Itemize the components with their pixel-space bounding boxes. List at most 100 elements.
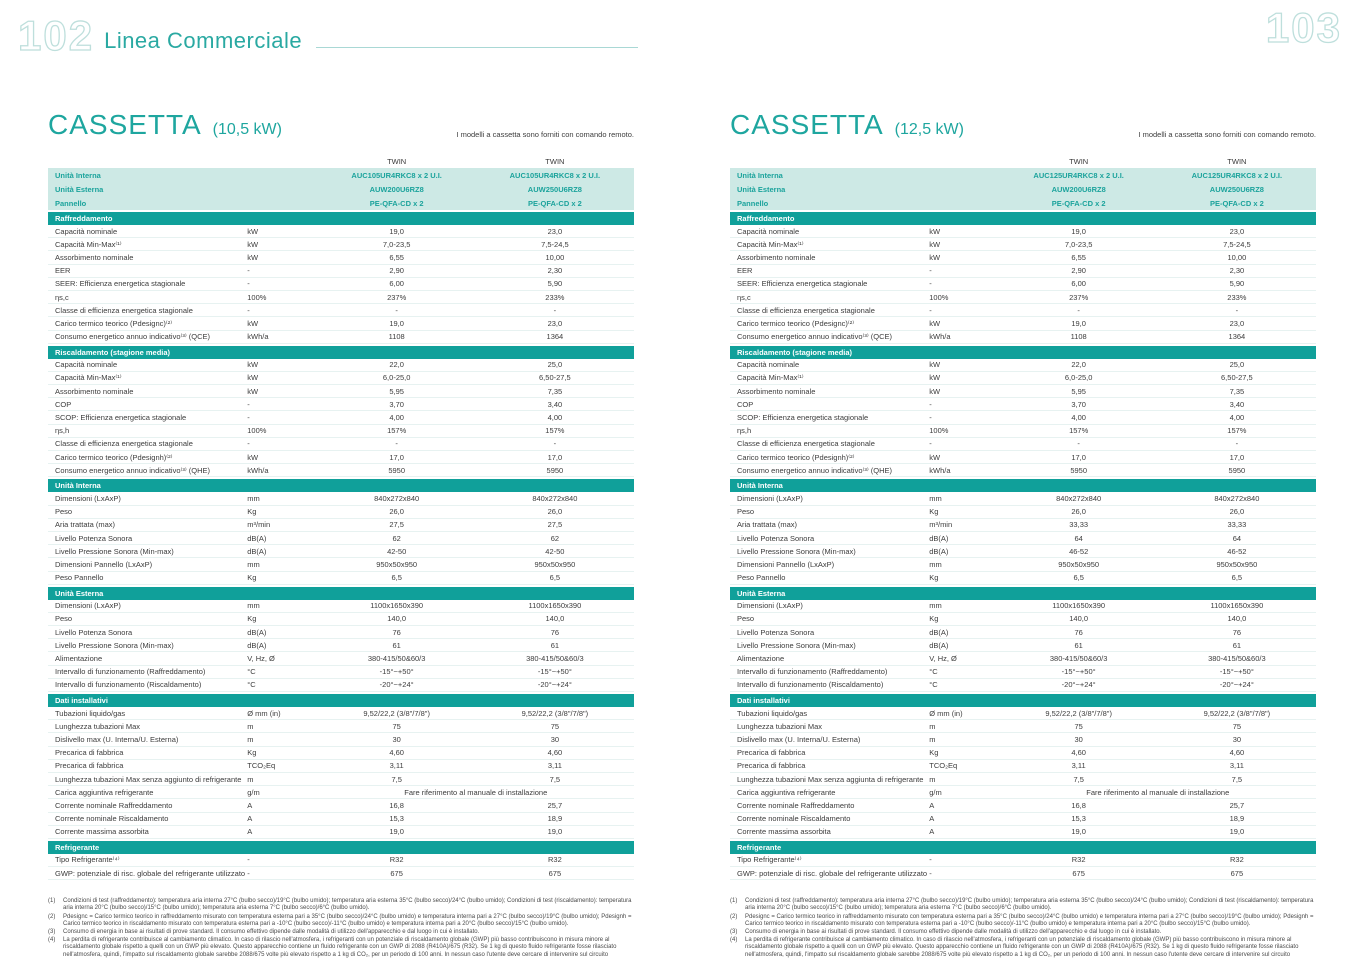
spec-row: Alimentazione V, Hz, Ø 380-415/50&60/3 380-…: [48, 652, 634, 666]
spec-row: Lunghezza tubazioni Max m 75 75: [48, 720, 634, 734]
spec-value: 46-52: [1227, 546, 1247, 556]
spec-value: 75: [392, 721, 401, 731]
spec-label: EER: [737, 266, 753, 276]
spec-unit: -: [247, 868, 250, 878]
spec-value: 157%: [387, 426, 407, 436]
spec-value: 3,11: [547, 761, 562, 771]
footnote: (4) La perdita di refrigerante contribuis…: [730, 937, 1316, 959]
spec-row: Precarica di fabbrica TCO₂Eq 3,11 3,11: [48, 760, 634, 773]
spec-unit: -: [247, 266, 250, 276]
spec-value: -15°~+50°: [1061, 667, 1096, 677]
spec-value: 2,90: [1071, 266, 1086, 276]
spec-unit: -: [929, 279, 932, 289]
spec-value: R32: [389, 855, 404, 865]
spec-value: 75: [1074, 721, 1083, 731]
spec-row: Capacità nominale kW 19,0 23,0: [730, 225, 1316, 239]
spec-value: 62: [550, 533, 560, 543]
spec-label: Livello Pressione Sonora (Min-max): [55, 640, 174, 650]
spec-row: ηs,c 100% 237% 233%: [48, 291, 634, 305]
spec-unit: 100%: [929, 426, 949, 436]
spec-label: Lunghezza tubazioni Max senza aggiunto d…: [55, 774, 242, 784]
model-value: AUW250U6RZ8: [1209, 184, 1264, 194]
spec-label: Corrente massima assorbita: [55, 827, 149, 837]
spec-label: Dimensioni (LxAxP): [55, 601, 121, 611]
spec-value: 3,11: [1071, 761, 1086, 771]
spec-unit: Kg: [929, 614, 939, 624]
spec-value: 5950: [1228, 465, 1246, 475]
spec-unit: -: [247, 413, 250, 423]
spec-row: Consumo energetico annuo indicativo⁽³⁾ (…: [730, 331, 1316, 344]
footnote: (1) Condizioni di test (raffreddamento): …: [48, 898, 634, 912]
spec-value: 7,0-23,5: [382, 239, 411, 249]
spec-value: 42-50: [545, 546, 565, 556]
model-value: PE-QFA-CD x 2: [1209, 198, 1264, 208]
spec-value: 1100x1650x390: [528, 601, 582, 611]
spec-row: Corrente nominale Raffreddamento A 16,8 25,…: [730, 799, 1316, 813]
spec-row: Precarica di fabbrica Kg 4,60 4,60: [730, 747, 1316, 760]
spec-label: Lunghezza tubazioni Max: [737, 721, 823, 731]
header-left: 102 Linea Commerciale: [0, 6, 640, 58]
spec-unit: kW: [247, 318, 259, 328]
spec-unit: °C: [247, 667, 256, 677]
spec-row: Classe di efficienza energetica stagiona…: [48, 438, 634, 451]
footnote-marker: (2): [48, 913, 56, 920]
spec-row: GWP: potenziale di risc. globale del ref…: [48, 867, 634, 881]
spec-unit: 100%: [247, 426, 267, 436]
model-value: AUC125UR4RKC8 x 2 U.I.: [1033, 170, 1124, 180]
spec-unit: dB(A): [929, 533, 949, 543]
spec-unit: °C: [929, 680, 938, 690]
spec-value: 27,5: [389, 520, 404, 530]
section-header: Riscaldamento (stagione media): [48, 345, 634, 359]
spec-label: Precarica di fabbrica: [55, 748, 124, 758]
spec-value: 2,90: [389, 266, 404, 276]
spec-value: 1100x1650x390: [1052, 601, 1106, 611]
spec-label: Carico termico teorico (Pdesignh)⁽²⁾: [737, 452, 855, 462]
spec-label: Alimentazione: [737, 654, 785, 664]
spec-value: 19,0: [1229, 827, 1245, 837]
spec-value: 62: [392, 533, 401, 543]
spec-row: Peso Kg 140,0 140,0: [730, 613, 1316, 627]
spec-label: Classe di efficienza energetica stagiona…: [737, 439, 875, 449]
spec-label: Classe di efficienza energetica stagiona…: [55, 305, 193, 315]
spec-value: 237%: [387, 292, 407, 302]
spec-value: R32: [1229, 855, 1244, 865]
spec-row: Corrente massima assorbita A 19,0 19,0: [730, 826, 1316, 839]
spec-label: Aria trattata (max): [737, 520, 798, 530]
spec-unit: kW: [929, 318, 941, 328]
spec-row: Intervallo di funzionamento (Riscaldamen…: [48, 679, 634, 692]
spec-value: -20°~+24°: [379, 680, 414, 690]
spec-label: Carico termico teorico (Pdesignc)⁽²⁾: [55, 318, 173, 328]
page-title-row: CASSETTA (12,5 kW) I modelli a cassetta …: [730, 109, 1316, 142]
spec-value: 19,0: [389, 827, 404, 837]
spec-value: 3,70: [389, 399, 404, 409]
spec-value: 1108: [1070, 332, 1087, 342]
spec-row: Dimensioni (LxAxP) mm 1100x1650x390 1100x16…: [730, 600, 1316, 613]
spec-unit: dB(A): [929, 640, 949, 650]
spec-row: EER - 2,90 2,30: [48, 265, 634, 278]
spec-value: 675: [390, 868, 403, 878]
column-header: TWIN: [1069, 157, 1089, 166]
spec-unit: -: [929, 439, 932, 449]
spec-value: 26,0: [1229, 507, 1245, 517]
spec-unit: kW: [247, 239, 259, 249]
spec-unit: A: [929, 827, 935, 837]
spec-label: EER: [55, 266, 71, 276]
spec-value: 380-415/50&60/3: [1208, 654, 1266, 664]
spec-row: SEER: Efficienza energetica stagionale - 6…: [730, 278, 1316, 291]
spec-value: 3,40: [547, 399, 563, 409]
spec-row: Assorbimento nominale kW 6,55 10,00: [730, 251, 1316, 265]
spec-unit: Ø mm (in): [929, 708, 963, 718]
model-value: AUW250U6RZ8: [527, 184, 582, 194]
spec-unit: A: [929, 800, 935, 810]
spec-value: 23,0: [1229, 226, 1245, 236]
spec-label: Peso Pannello: [55, 573, 104, 583]
spec-value: 6,5: [1231, 573, 1243, 583]
spec-value: 18,9: [1229, 814, 1245, 824]
spec-row: Classe di efficienza energetica stagiona…: [730, 438, 1316, 451]
spec-unit: m: [247, 721, 254, 731]
spec-value: 950x50x950: [1216, 559, 1258, 569]
spec-label: GWP: potenziale di risc. globale del ref…: [55, 868, 246, 878]
spec-value: 1364: [1228, 332, 1246, 342]
spec-value: 7,5: [1073, 774, 1084, 784]
spec-value: 140,0: [1069, 614, 1089, 624]
